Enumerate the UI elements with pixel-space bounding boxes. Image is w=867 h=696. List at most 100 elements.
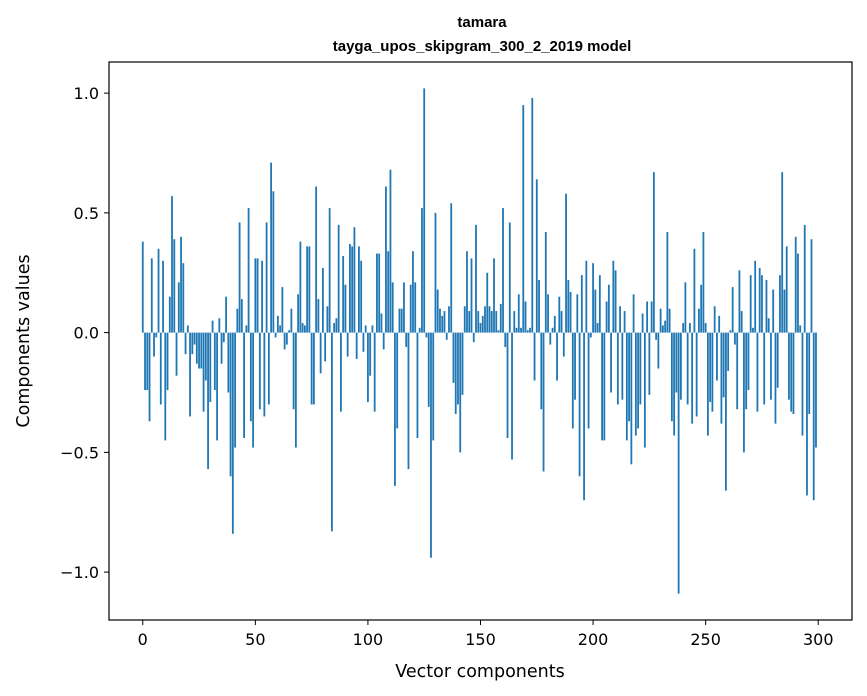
bar-122 — [416, 332, 419, 438]
bar-116 — [403, 282, 405, 333]
bar-99 — [364, 325, 367, 333]
bar-23 — [193, 332, 196, 345]
bar-132 — [439, 308, 441, 333]
bar-272 — [754, 260, 757, 333]
bar-185 — [558, 296, 561, 333]
bar-178 — [542, 332, 545, 472]
bar-110 — [389, 169, 392, 333]
bar-294 — [803, 224, 806, 333]
bar-293 — [801, 332, 804, 436]
bar-0 — [141, 241, 144, 333]
bar-273 — [756, 332, 759, 412]
bar-160 — [502, 208, 504, 333]
bar-38 — [227, 332, 230, 393]
bar-108 — [385, 186, 387, 333]
bar-43 — [238, 222, 241, 333]
bar-295 — [806, 332, 808, 496]
bar-34 — [218, 318, 221, 333]
bar-39 — [229, 332, 232, 477]
bar-131 — [436, 289, 439, 333]
bar-13 — [171, 196, 173, 333]
bar-176 — [538, 279, 540, 333]
bar-157 — [495, 311, 498, 333]
bar-177 — [540, 332, 543, 410]
bar-163 — [508, 222, 511, 333]
bar-189 — [567, 279, 570, 333]
bar-118 — [407, 332, 410, 470]
bar-32 — [213, 332, 216, 391]
bar-198 — [587, 332, 590, 429]
bar-3 — [148, 332, 151, 422]
bar-229 — [657, 332, 660, 369]
bar-205 — [603, 332, 606, 441]
bar-281 — [774, 332, 777, 424]
bar-75 — [310, 332, 313, 405]
bar-223 — [643, 332, 646, 448]
bar-241 — [684, 282, 687, 333]
bar-296 — [808, 332, 811, 415]
bar-46 — [245, 325, 248, 333]
bar-183 — [553, 315, 556, 333]
bar-88 — [340, 332, 342, 412]
bar-148 — [475, 224, 477, 333]
bar-20 — [186, 325, 189, 333]
bar-10 — [164, 332, 167, 441]
bar-217 — [630, 332, 633, 465]
bar-240 — [682, 323, 685, 333]
bar-239 — [679, 332, 682, 400]
bar-202 — [596, 323, 599, 333]
bar-237 — [675, 332, 678, 393]
bar-220 — [637, 332, 640, 429]
bar-100 — [367, 332, 369, 403]
bar-125 — [423, 88, 426, 333]
bar-298 — [812, 332, 815, 501]
bar-83 — [328, 208, 331, 333]
bar-250 — [704, 323, 707, 333]
bar-71 — [301, 323, 304, 333]
bar-74 — [308, 246, 311, 333]
bar-105 — [378, 253, 381, 333]
bar-62 — [281, 287, 284, 333]
bar-225 — [648, 332, 651, 395]
bar-269 — [747, 332, 750, 391]
bar-267 — [743, 332, 745, 453]
bar-265 — [738, 270, 741, 333]
bar-165 — [513, 311, 516, 333]
bar-172 — [529, 327, 531, 333]
bar-143 — [463, 306, 466, 333]
bar-180 — [547, 294, 549, 333]
bar-136 — [448, 306, 450, 333]
bar-47 — [247, 208, 250, 333]
bar-72 — [303, 325, 306, 333]
bar-291 — [797, 253, 799, 333]
bar-187 — [562, 332, 565, 357]
bar-91 — [346, 332, 349, 357]
bar-6 — [155, 332, 158, 338]
bar-155 — [490, 311, 493, 333]
bar-216 — [628, 332, 631, 422]
bar-101 — [369, 332, 372, 376]
bar-284 — [781, 172, 784, 333]
bar-253 — [711, 332, 714, 412]
bar-42 — [236, 308, 239, 333]
bar-44 — [240, 299, 243, 333]
bar-135 — [445, 332, 448, 340]
bar-92 — [349, 244, 351, 333]
bar-68 — [294, 332, 297, 448]
bar-201 — [594, 289, 597, 333]
bar-227 — [652, 172, 655, 333]
bar-175 — [535, 179, 538, 333]
bar-69 — [297, 294, 300, 333]
x-tick-label: 300 — [803, 630, 834, 649]
bar-276 — [763, 332, 766, 405]
bar-106 — [380, 313, 383, 333]
bar-190 — [569, 291, 572, 333]
bar-236 — [673, 332, 676, 436]
bar-257 — [720, 332, 723, 424]
bar-283 — [779, 275, 781, 333]
bar-52 — [258, 332, 261, 410]
bar-188 — [565, 193, 567, 333]
bar-247 — [697, 308, 700, 333]
bar-168 — [520, 327, 522, 333]
bar-156 — [493, 258, 495, 333]
